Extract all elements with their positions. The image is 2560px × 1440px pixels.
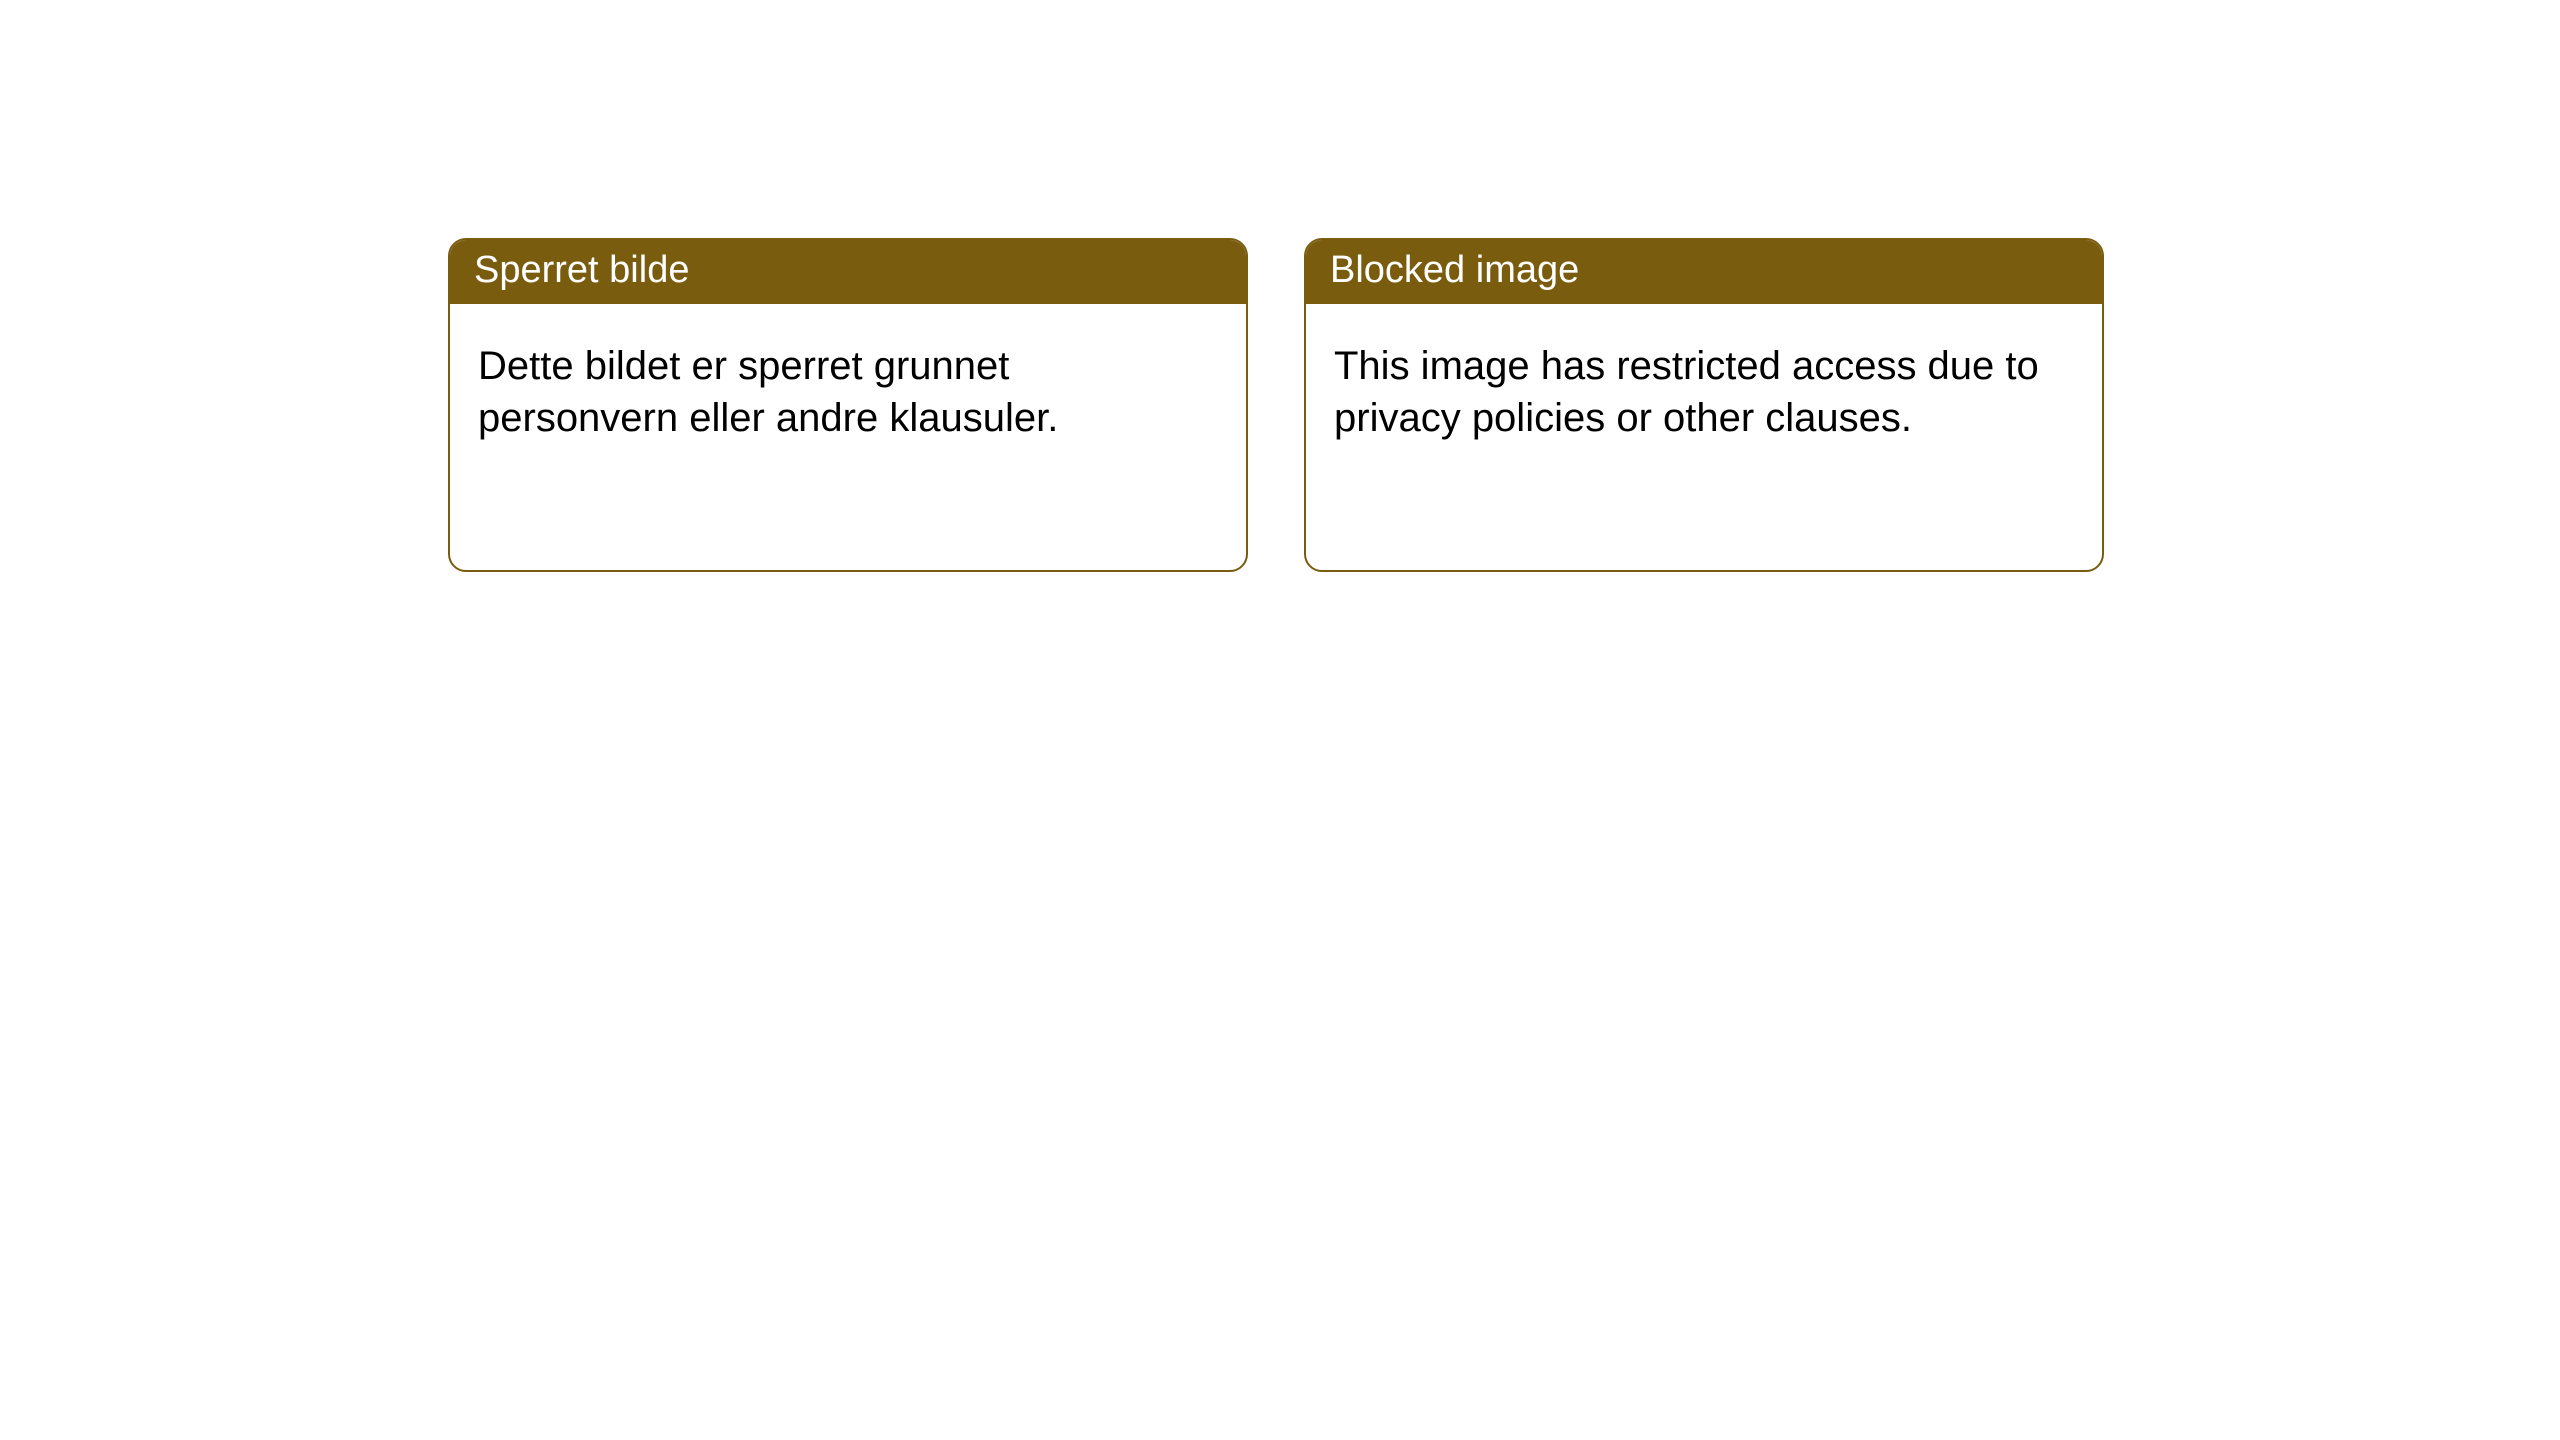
card-body-english: This image has restricted access due to …	[1306, 304, 2102, 468]
card-body-norwegian: Dette bildet er sperret grunnet personve…	[450, 304, 1246, 468]
info-cards-container: Sperret bilde Dette bildet er sperret gr…	[0, 0, 2560, 572]
blocked-image-card-norwegian: Sperret bilde Dette bildet er sperret gr…	[448, 238, 1248, 572]
card-header-norwegian: Sperret bilde	[450, 240, 1246, 304]
card-header-english: Blocked image	[1306, 240, 2102, 304]
blocked-image-card-english: Blocked image This image has restricted …	[1304, 238, 2104, 572]
